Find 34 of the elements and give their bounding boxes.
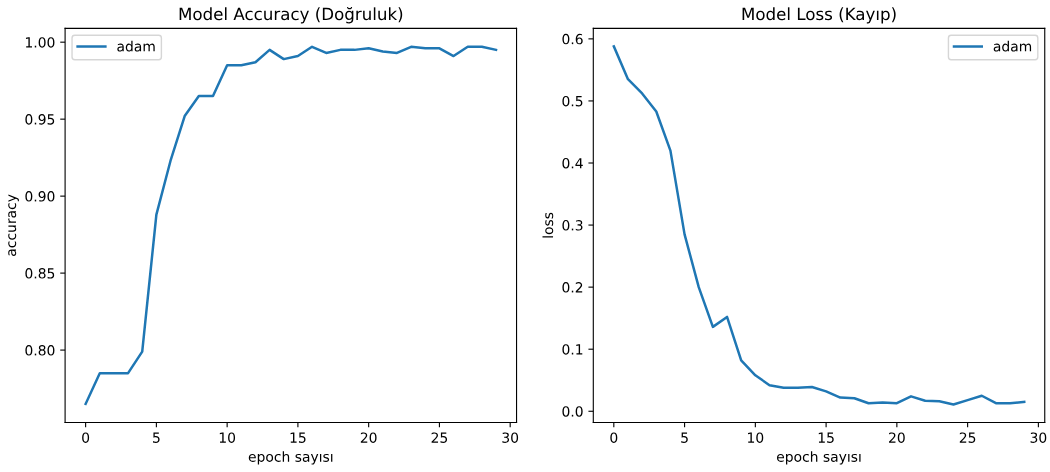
x-tick-label: 20 [889, 432, 905, 443]
x-tick-label: 5 [153, 432, 160, 443]
x-tick-label: 30 [502, 432, 519, 443]
x-tick-label: 20 [360, 432, 377, 443]
x-tick-label: 10 [219, 432, 236, 443]
x-axis-title: epoch sayısı [248, 451, 333, 465]
y-tick-label: 0.85 [25, 268, 55, 279]
y-tick-label: 0.95 [25, 114, 55, 125]
y-tick-label: 0.80 [25, 345, 55, 356]
legend-label: adam [117, 40, 155, 52]
y-tick-label: 0.3 [562, 220, 583, 231]
y-tick-label: 0.90 [25, 191, 55, 202]
x-tick-label: 15 [290, 432, 306, 443]
y-tick-label: 0.1 [562, 344, 583, 355]
y-axis-title: accuracy [8, 194, 19, 256]
x-tick-label: 10 [748, 432, 764, 443]
y-tick-label: 0.5 [562, 95, 583, 107]
x-axis-title: epoch sayısı [776, 451, 861, 465]
y-tick-label: 0.4 [562, 157, 583, 169]
x-tick-label: 15 [818, 432, 834, 443]
legend-label: adam [993, 40, 1032, 52]
chart-title: Model Accuracy (Doğruluk) [179, 6, 403, 24]
x-tick-label: 5 [681, 432, 688, 443]
x-tick-label: 25 [959, 432, 976, 443]
x-tick-label: 0 [82, 432, 90, 443]
y-axis-title: loss [542, 212, 554, 238]
x-tick-label: 30 [1030, 432, 1047, 443]
x-tick-label: 25 [431, 432, 448, 443]
y-tick-label: 0.6 [562, 33, 583, 45]
y-tick-label: 1.00 [25, 37, 55, 48]
y-tick-label: 0.0 [562, 406, 583, 417]
chart-title: Model Loss (Kayıp) [742, 7, 896, 24]
x-tick-label: 0 [610, 432, 618, 443]
y-tick-label: 0.2 [562, 282, 583, 293]
